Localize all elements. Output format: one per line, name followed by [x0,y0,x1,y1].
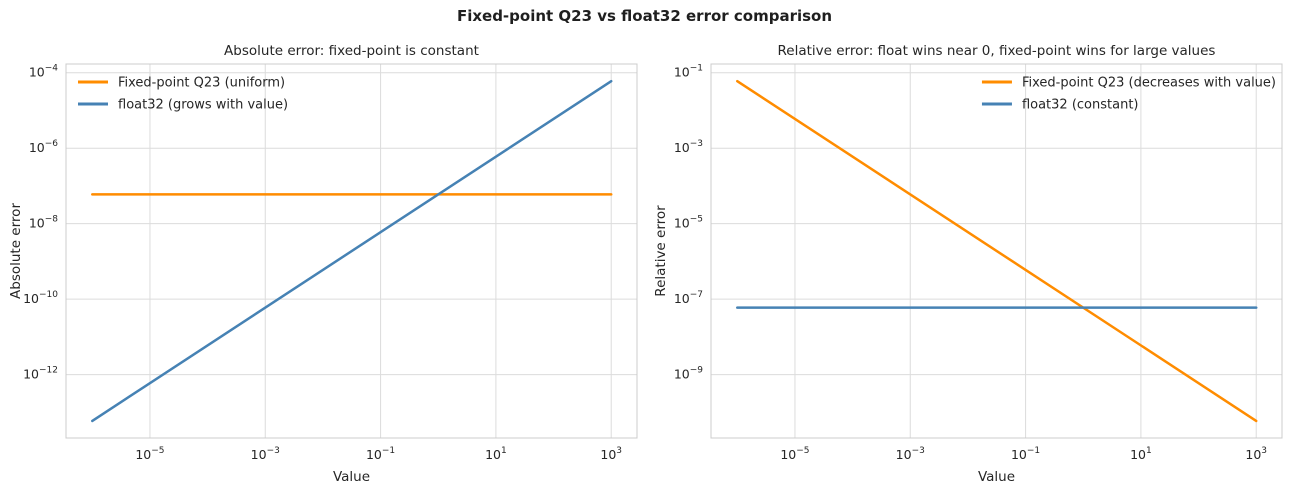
y-tick-label: 10−6 [29,139,58,155]
y-tick-label: 10−3 [674,139,703,155]
panel-relative-error: 10−5 10−3 10−1 101 103 10−1 10−3 10−5 10−7 10−9 Re… [645,0,1289,495]
y-tick-label: 10−12 [23,366,58,382]
y-tick-label: 10−1 [674,64,703,80]
y-axis-label: Relative error [653,205,669,297]
relative-error-chart: 10−5 10−3 10−1 101 103 10−1 10−3 10−5 10−7 10−9 Re… [653,43,1283,485]
y-tick-label: 10−5 [674,215,703,231]
x-tick-label: 10−1 [366,446,395,462]
chart-title: Relative error: float wins near 0, fixed… [778,43,1216,59]
y-tick-label: 10−9 [674,366,703,382]
figure-title: Fixed-point Q23 vs float32 error compari… [456,7,833,25]
x-axis-label: Value [333,469,370,485]
x-tick-label: 10−1 [1011,446,1040,462]
x-axis-label: Value [978,469,1015,485]
y-tick-label: 10−10 [23,290,58,306]
x-tick-label: 101 [1130,446,1152,462]
y-tick-label: 10−4 [29,64,58,80]
plot-border [65,63,638,439]
y-axis-label: Absolute error [8,203,24,299]
x-tick-label: 103 [1245,446,1267,462]
legend-label-fixed-point-q23-decreases-with-value: Fixed-point Q23 (decreases with value) [1022,76,1276,91]
x-tick-label: 10−3 [896,446,925,462]
series-line-float32-grows-with-value [91,79,613,423]
plot-border [710,63,1283,439]
x-tick-label: 10−5 [780,446,809,462]
series-line-fixed-point-q23-decreases-with-value [736,79,1258,423]
legend-label-float32-constant: float32 (constant) [1022,98,1139,113]
x-tick-label: 10−5 [135,446,164,462]
absolute-error-chart: 10−5 10−3 10−1 101 103 10−4 10−6 10−8 10−10 10−12… [8,43,638,485]
chart-title: Absolute error: fixed-point is constant [224,43,479,59]
x-tick-label: 101 [485,446,507,462]
y-tick-label: 10−8 [29,215,58,231]
legend-label-float32-grows-with-value: float32 (grows with value) [118,98,288,113]
panel-absolute-error: 10−5 10−3 10−1 101 103 10−4 10−6 10−8 10−10 10−12… [0,0,644,495]
x-tick-label: 103 [600,446,622,462]
x-tick-label: 10−3 [251,446,280,462]
y-tick-label: 10−7 [674,290,703,306]
legend-label-fixed-point-q23-uniform: Fixed-point Q23 (uniform) [118,76,285,91]
